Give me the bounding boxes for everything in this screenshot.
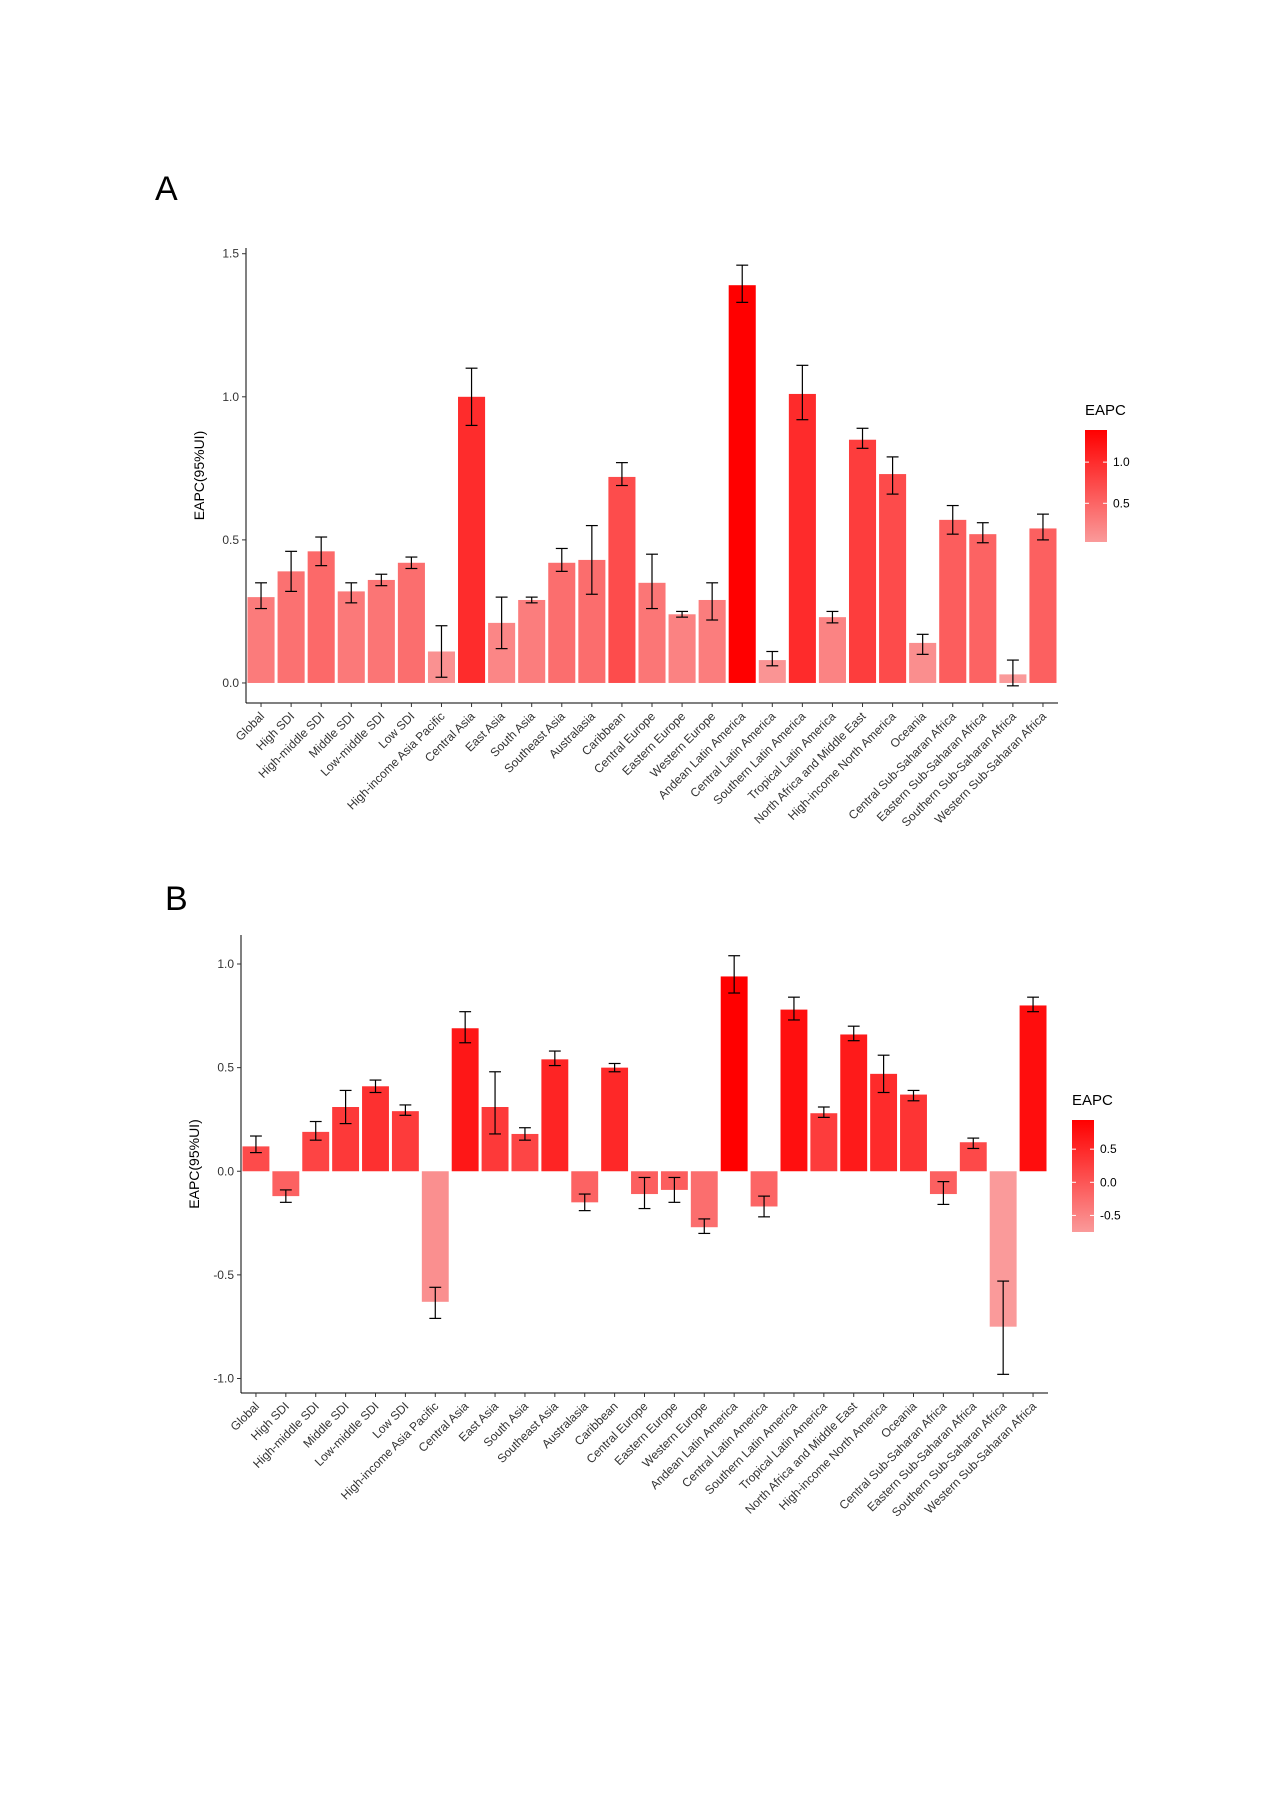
bar	[451, 1028, 479, 1172]
bar	[548, 562, 576, 683]
panel-label-b: B	[165, 880, 188, 918]
bar	[397, 562, 425, 683]
y-axis-title: EAPC(95%UI)	[191, 431, 207, 520]
bar	[458, 396, 486, 683]
bar	[307, 551, 335, 683]
bar	[668, 614, 696, 683]
bar	[421, 1171, 449, 1302]
bar	[367, 579, 395, 683]
bar	[840, 1034, 868, 1172]
legend-title: EAPC	[1072, 1092, 1113, 1109]
bar	[337, 591, 365, 683]
legend-colorbar	[1072, 1120, 1094, 1232]
bar	[810, 1113, 838, 1172]
bar	[1019, 1005, 1047, 1172]
y-tick-label: 1.5	[222, 247, 239, 261]
bar	[728, 285, 756, 683]
bar	[391, 1111, 419, 1172]
bar	[1029, 528, 1057, 683]
legend-tick-label: 1.0	[1113, 455, 1130, 469]
bar	[247, 597, 275, 683]
y-tick-label: 0.5	[217, 1061, 234, 1075]
bar	[541, 1059, 569, 1172]
y-tick-label: 0.0	[222, 676, 239, 690]
bar	[362, 1086, 389, 1172]
y-axis-title: EAPC(95%UI)	[186, 1119, 202, 1208]
bar	[780, 1009, 808, 1172]
legend-tick-label: -0.5	[1100, 1208, 1121, 1222]
y-tick-label: -0.5	[213, 1268, 234, 1282]
legend-title: EAPC	[1085, 402, 1126, 419]
y-tick-label: 1.0	[222, 390, 239, 404]
bar	[690, 1171, 718, 1228]
bar	[939, 519, 967, 683]
bar	[900, 1094, 927, 1172]
bar	[601, 1067, 629, 1172]
bar	[879, 474, 907, 683]
legend-colorbar	[1085, 430, 1107, 542]
bar	[758, 660, 786, 683]
bar	[788, 393, 816, 683]
panel-label-a: A	[155, 170, 178, 208]
y-tick-label: 0.5	[222, 533, 239, 547]
bar	[518, 599, 546, 683]
bar	[608, 476, 636, 683]
legend-tick-label: 0.5	[1100, 1142, 1117, 1156]
y-tick-label: 1.0	[217, 957, 234, 971]
bar	[969, 534, 997, 683]
y-tick-label: -1.0	[213, 1371, 234, 1385]
y-tick-label: 0.0	[217, 1164, 234, 1178]
bar	[818, 617, 846, 683]
legend-tick-label: 0.0	[1100, 1175, 1117, 1189]
bar	[720, 976, 748, 1172]
bar	[848, 439, 877, 683]
legend-tick-label: 0.5	[1113, 496, 1130, 510]
